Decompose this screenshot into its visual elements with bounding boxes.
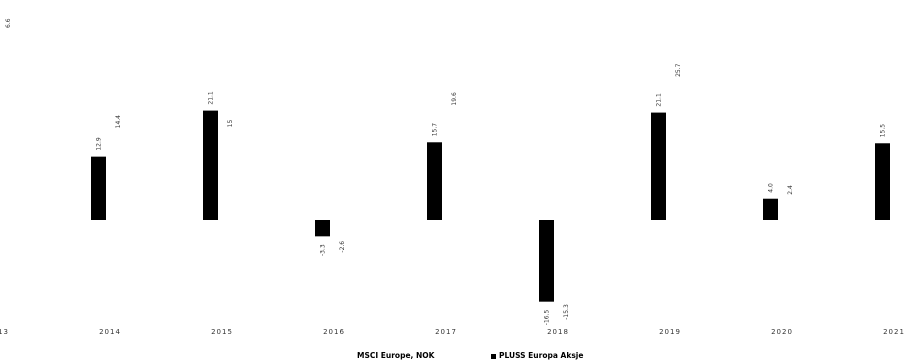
label-msci-2014: 12.9 xyxy=(96,137,103,151)
legend-item-msci: MSCI Europe, NOK xyxy=(357,351,434,360)
x-tick-2015: 2015 xyxy=(211,328,233,336)
legend-label-msci: MSCI Europe, NOK xyxy=(357,351,435,360)
label-pluss-2017: 19.6 xyxy=(451,92,458,106)
x-tick-2017: 2017 xyxy=(435,328,457,336)
label-msci-2020: 4.0 xyxy=(768,183,775,193)
bar-msci-2018 xyxy=(539,220,554,302)
legend-swatch-pluss xyxy=(491,353,496,359)
bar-msci-2019 xyxy=(651,112,666,220)
x-tick-2021: 2021 xyxy=(883,328,905,336)
label-msci-2018: -16.5 xyxy=(544,309,551,325)
label-pluss-2020: 2.4 xyxy=(787,185,794,195)
x-tick-2020: 2020 xyxy=(771,328,793,336)
bar-msci-2016 xyxy=(315,220,330,237)
label-pluss-2015: 15 xyxy=(227,120,234,128)
bar-msci-2020 xyxy=(763,198,778,220)
bar-msci-2015 xyxy=(203,110,218,220)
corner-value-label: 6.6 xyxy=(5,18,12,28)
label-msci-2019: 21.1 xyxy=(656,93,663,107)
x-tick-2018: 2018 xyxy=(547,328,569,336)
label-pluss-2019: 25.7 xyxy=(675,63,682,77)
bar-pluss-2016 xyxy=(338,220,344,233)
bar-pluss-2019 xyxy=(674,82,680,220)
bar-msci-2017 xyxy=(427,142,442,220)
label-pluss-2014: 14.4 xyxy=(115,115,122,129)
x-axis-ticks: 2013 2014 2015 2016 2017 2018 2019 2020 2021 xyxy=(0,328,905,336)
bar-pluss-2018 xyxy=(562,220,568,297)
label-msci-2015: 21.1 xyxy=(208,91,215,105)
bars-layer xyxy=(91,82,890,302)
x-tick-2014: 2014 xyxy=(99,328,121,336)
bar-pluss-2014 xyxy=(114,134,120,220)
bar-pluss-2020 xyxy=(786,200,792,220)
label-msci-2017: 15.7 xyxy=(432,123,439,137)
x-tick-2019: 2019 xyxy=(659,328,681,336)
x-tick-2016: 2016 xyxy=(323,328,345,336)
label-msci-2016: -3.3 xyxy=(320,244,327,256)
bar-pluss-2015 xyxy=(226,133,232,220)
bar-pluss-2017 xyxy=(450,111,456,220)
label-pluss-2016: -2.6 xyxy=(339,241,346,253)
legend-label-pluss: PLUSS Europa Aksje xyxy=(499,351,584,360)
x-tick-2013: 2013 xyxy=(0,328,9,336)
label-pluss-2018: -15.3 xyxy=(563,304,570,320)
bar-msci-2021 xyxy=(875,143,890,220)
bar-msci-2014 xyxy=(91,156,106,220)
data-labels-layer: 12.9 14.4 21.1 15 -3.3 -2.6 15.7 19.6 -16.5 -15.3… xyxy=(96,63,887,325)
label-msci-2021: 15.5 xyxy=(880,124,887,138)
legend-item-pluss: PLUSS Europa Aksje xyxy=(491,351,583,360)
